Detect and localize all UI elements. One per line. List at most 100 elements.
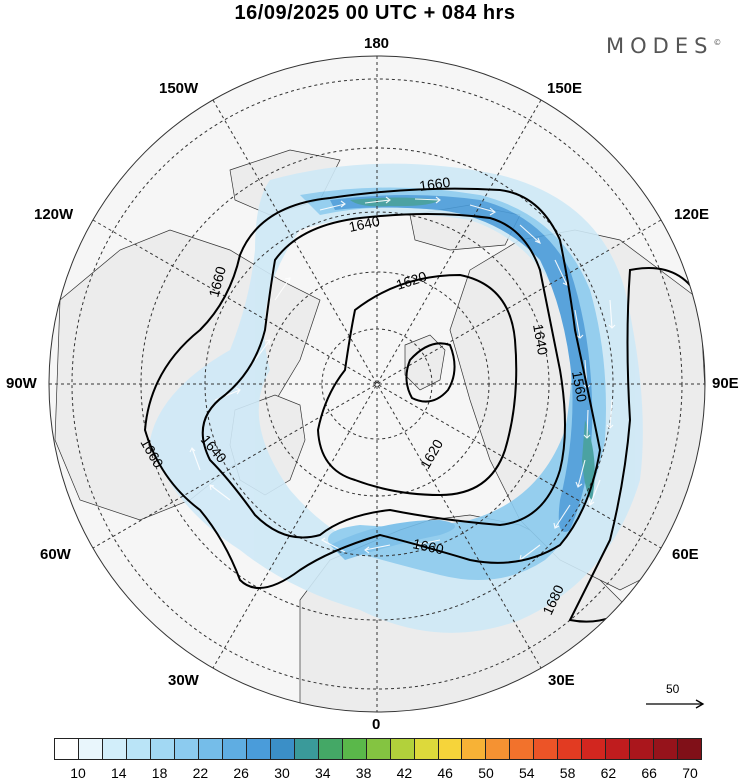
lon-label-120e: 120E xyxy=(674,206,710,223)
meridian-30-150w xyxy=(212,99,542,669)
wind-arrow xyxy=(414,196,441,204)
wind-arrow xyxy=(574,309,584,339)
colorbar-swatch xyxy=(78,739,103,759)
reference-vector-label: 50 xyxy=(666,682,680,696)
colorbar-swatch xyxy=(558,739,583,759)
wind-arrow xyxy=(575,459,586,488)
colorbar-tick-label: 18 xyxy=(151,765,168,781)
wind-arrow xyxy=(189,447,201,471)
colorbar xyxy=(54,738,702,760)
wind-arrow xyxy=(606,399,614,429)
colorbar-swatch xyxy=(270,739,295,759)
colorbar-swatch xyxy=(55,739,79,759)
lon-label-60e: 60E xyxy=(672,546,699,563)
colorbar-tick-label: 26 xyxy=(233,765,249,781)
colorbar-swatch xyxy=(438,739,463,759)
wind-arrow xyxy=(519,224,541,244)
colorbar-tick-label: 34 xyxy=(315,765,331,781)
latitude-circle-80 xyxy=(321,328,433,440)
meridian-120w-60e xyxy=(92,219,662,549)
wind-arrow xyxy=(319,200,346,211)
meridian-150e-30w xyxy=(212,99,542,669)
brand-logo: MODES© xyxy=(606,34,721,58)
lon-label-30w: 30W xyxy=(168,672,199,689)
colorbar-swatch xyxy=(486,739,511,759)
wind-arrow xyxy=(469,204,496,216)
colorbar-swatch xyxy=(342,739,367,759)
reference-vector: 50 xyxy=(646,682,706,712)
map-border xyxy=(48,55,706,713)
lon-label-0: 0 xyxy=(372,716,381,733)
colorbar-swatch xyxy=(366,739,391,759)
colorbar-tick-label: 10 xyxy=(70,765,86,781)
colorbar-swatch xyxy=(390,739,415,759)
copyright-mark: © xyxy=(713,38,722,47)
colorbar-swatch xyxy=(198,739,223,759)
colorbar-swatch xyxy=(462,739,487,759)
wind-speed-shading xyxy=(150,163,643,633)
contour-1620 xyxy=(316,273,518,497)
colorbar-swatch xyxy=(582,739,607,759)
lon-label-120w: 120W xyxy=(34,206,74,223)
graticule xyxy=(49,56,705,712)
contour-1640 xyxy=(201,213,566,539)
colorbar-swatch xyxy=(126,739,151,759)
colorbar-swatch xyxy=(678,739,702,759)
colorbar-swatch xyxy=(102,739,127,759)
lon-label-180: 180 xyxy=(364,35,390,52)
contour-label: 1660 xyxy=(418,174,451,194)
wind-arrow xyxy=(583,409,591,439)
contour-label: 1660 xyxy=(205,264,229,298)
colorbar-swatch xyxy=(222,739,247,759)
map-disk: 1660 1640 1620 1640 1660 1560 1620 1660 … xyxy=(49,56,705,712)
colorbar-tick-label: 58 xyxy=(559,765,576,781)
colorbar-tick-label: 50 xyxy=(478,765,494,781)
lon-label-150w: 150W xyxy=(159,80,199,97)
atlantic-jet xyxy=(330,520,455,560)
wind-arrow xyxy=(209,484,231,501)
wind-arrow xyxy=(588,479,601,506)
colorbar-ticks: 10 14 18 22 26 30 34 38 42 46 50 54 58 62 66 70 xyxy=(54,765,702,781)
contour-labels: 1660 1640 1620 1640 1660 1560 1620 1660 … xyxy=(137,174,590,618)
colorbar-swatch xyxy=(294,739,319,759)
colorbar-tick-label: 38 xyxy=(355,765,372,781)
wind-arrow xyxy=(608,299,616,329)
brand-name: MODES xyxy=(606,34,714,58)
wind-arrow xyxy=(254,339,271,361)
wind-arrow xyxy=(364,196,391,204)
jet-band-outer xyxy=(150,163,643,633)
contour-label: 1640 xyxy=(530,323,551,357)
colorbar-tick-label: 62 xyxy=(600,765,617,781)
jet-core xyxy=(330,195,593,532)
arrow-right-icon xyxy=(646,699,705,709)
lon-label-150e: 150E xyxy=(547,80,583,97)
wind-arrow xyxy=(553,504,571,529)
colorbar-swatch xyxy=(174,739,199,759)
colorbar-tick-label: 42 xyxy=(396,765,413,781)
colorbar-swatch xyxy=(414,739,439,759)
colorbar-swatch xyxy=(150,739,175,759)
jet-band-mid xyxy=(300,187,606,580)
colorbar-tick-label: 14 xyxy=(111,765,127,781)
contour-label: 1560 xyxy=(569,370,590,404)
arctic-islands-landmass xyxy=(404,334,446,391)
colorbar-swatch xyxy=(630,739,655,759)
colorbar-tick-label: 46 xyxy=(437,765,453,781)
lon-label-60w: 60W xyxy=(40,546,71,563)
colorbar-swatch xyxy=(246,739,271,759)
contour-label: 1640 xyxy=(347,213,381,235)
colorbar-tick-label: 66 xyxy=(641,765,657,781)
colorbar-tick-label: 30 xyxy=(274,765,290,781)
colorbar-swatch xyxy=(510,739,535,759)
colorbar-swatch xyxy=(318,739,343,759)
colorbar-swatch xyxy=(606,739,631,759)
map-title: 16/09/2025 00 UTC + 084 hrs xyxy=(234,2,516,24)
colorbar-tick-label: 22 xyxy=(192,765,209,781)
colorbar-tick-label: 54 xyxy=(519,765,535,781)
lon-label-90e: 90E xyxy=(712,375,739,392)
colorbar-tick-label: 70 xyxy=(682,765,698,781)
colorbar-swatch xyxy=(654,739,679,759)
lon-label-90w: 90W xyxy=(6,375,37,392)
contour-label: 1660 xyxy=(411,535,445,557)
